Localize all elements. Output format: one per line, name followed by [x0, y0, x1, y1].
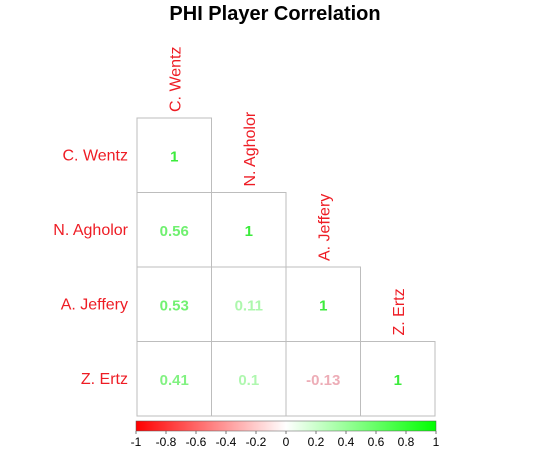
heatmap-cell — [136, 192, 212, 268]
cell-value-label: 1 — [394, 372, 402, 389]
heatmap-cell — [136, 341, 212, 417]
cell-value-label: 1 — [170, 148, 178, 165]
row-label: Z. Ertz — [81, 371, 128, 388]
heatmap-cell — [285, 266, 361, 342]
column-labels: C. Wentz N. Agholor A. Jeffery Z. Ertz — [167, 47, 408, 336]
colorbar-tick-label: 1 — [433, 435, 440, 449]
cell-value-label: 1 — [319, 297, 327, 314]
column-label: Z. Ertz — [391, 288, 408, 335]
cell-value-label: 1 — [245, 223, 253, 240]
colorbar-tick-label: -1 — [131, 435, 142, 449]
colorbar-tick-label: 0.6 — [368, 435, 385, 449]
heatmap-cell — [136, 266, 212, 342]
colorbar-ticks: -1 -0.8 -0.6 -0.4 -0.2 0 0.2 0.4 0.6 0.8 1 — [131, 431, 440, 449]
row-labels: C. Wentz N. Agholor A. Jeffery Z. Ertz — [53, 147, 128, 388]
colorbar: -1 -0.8 -0.6 -0.4 -0.2 0 0.2 0.4 0.6 0.8 1 — [131, 420, 440, 449]
heatmap-cell — [360, 341, 436, 417]
chart-title: PHI Player Correlation — [169, 3, 380, 25]
heatmap-cell — [211, 341, 287, 417]
colorbar-tick-label: 0.2 — [308, 435, 325, 449]
row-label: N. Agholor — [53, 222, 128, 239]
heatmap-cell — [211, 192, 287, 268]
column-label: C. Wentz — [167, 47, 184, 113]
cell-value-label: 0.56 — [160, 223, 189, 240]
column-label: N. Agholor — [242, 111, 259, 186]
row-label: C. Wentz — [63, 147, 129, 164]
colorbar-tick-label: -0.2 — [246, 435, 267, 449]
cell-value-label: 0.41 — [160, 372, 189, 389]
colorbar-tick-label: -0.6 — [186, 435, 207, 449]
colorbar-tick-label: 0.8 — [398, 435, 415, 449]
colorbar-tick-label: 0 — [283, 435, 290, 449]
cell-value-label: 0.11 — [235, 297, 263, 314]
row-label: A. Jeffery — [61, 296, 128, 313]
cell-value-label: 0.1 — [238, 372, 259, 389]
colorbar-tick-label: 0.4 — [338, 435, 355, 449]
cell-value-label: 0.53 — [160, 297, 189, 314]
colorbar-tick-label: -0.8 — [156, 435, 177, 449]
colorbar-tick-label: -0.4 — [216, 435, 237, 449]
cell-grid: 1 0.56 1 0.53 0.11 1 0.41 0.1 -0.13 1 — [136, 117, 436, 417]
cell-value-label: -0.13 — [306, 372, 340, 389]
heatmap-cell — [136, 117, 212, 193]
heatmap-cell — [285, 341, 361, 417]
column-label: A. Jeffery — [316, 194, 333, 261]
colorbar-gradient — [135, 420, 437, 432]
heatmap-cell — [211, 266, 287, 342]
